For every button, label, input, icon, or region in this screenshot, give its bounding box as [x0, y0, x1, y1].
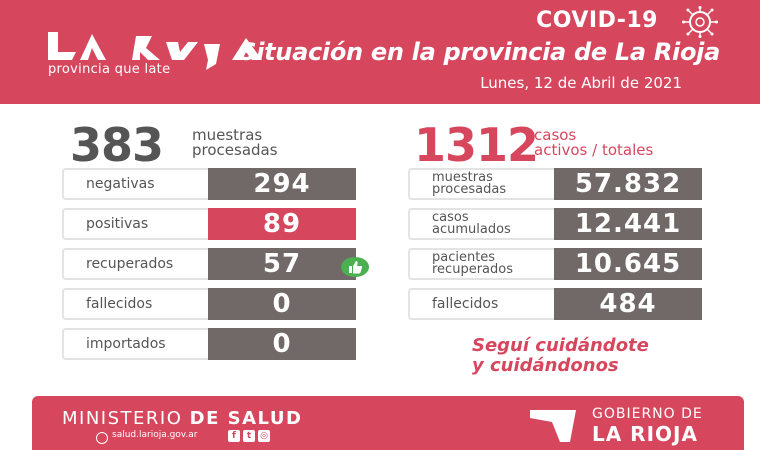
row-recuperados: recuperados 57	[62, 248, 356, 280]
row-value: 10.645	[554, 248, 702, 280]
total-samples-label-line1: muestras	[192, 126, 263, 144]
row-label: muestras procesadas	[432, 170, 507, 200]
gobierno-logo-icon	[530, 410, 576, 442]
row-value: 0	[208, 288, 356, 320]
row-label-line2: recuperados	[432, 262, 513, 277]
active-cases-label-line2: activos / totales	[534, 141, 654, 159]
row-value: 294	[208, 168, 356, 200]
la-rioja-logo	[48, 32, 262, 70]
row-label: casos acumulados	[432, 210, 511, 240]
report-date: Lunes, 12 de Abril de 2021	[480, 74, 682, 92]
ministry-title: MINISTERIO DE SALUD	[62, 408, 302, 429]
website-link[interactable]: salud.larioja.gov.ar	[112, 430, 198, 440]
row-label-line1: pacientes	[432, 250, 496, 265]
row-negativas: negativas 294	[62, 168, 356, 200]
active-cases-label-line1: casos	[534, 126, 577, 144]
total-samples-label: muestras procesadas	[192, 128, 278, 158]
total-samples-number: 383	[70, 118, 164, 172]
ministry-title-part2: DE SALUD	[189, 408, 303, 429]
footer-banner: MINISTERIO DE SALUD salud.larioja.gov.ar…	[32, 396, 744, 450]
headline: Situación en la provincia de La Rioja	[239, 38, 720, 66]
government-name: LA RIOJA	[592, 422, 698, 446]
row-positivas: positivas 89	[62, 208, 356, 240]
row-label-line1: muestras	[432, 170, 493, 185]
row-pacientes-recuperados: pacientes recuperados 10.645	[408, 248, 702, 280]
row-label: recuperados	[86, 256, 174, 272]
row-label: positivas	[86, 216, 149, 232]
row-label: importados	[86, 336, 166, 352]
row-fallecidos-total: fallecidos 484	[408, 288, 702, 320]
row-value: 12.441	[554, 208, 702, 240]
row-value: 484	[554, 288, 702, 320]
twitter-icon[interactable]: t	[243, 430, 255, 442]
facebook-icon[interactable]: f	[228, 430, 240, 442]
active-cases-label: casos activos / totales	[534, 128, 653, 158]
row-value: 57.832	[554, 168, 702, 200]
total-samples-label-line2: procesadas	[192, 141, 278, 159]
row-fallecidos: fallecidos 0	[62, 288, 356, 320]
social-icons: f t ◎	[228, 430, 270, 442]
row-value: 89	[208, 208, 356, 240]
globe-icon	[96, 432, 108, 444]
row-label: fallecidos	[432, 296, 499, 312]
ministry-title-part1: MINISTERIO	[62, 408, 183, 429]
slogan: Seguí cuidándote y cuidándonos	[472, 336, 649, 376]
row-label-line1: casos	[432, 210, 469, 225]
row-label: pacientes recuperados	[432, 250, 513, 280]
row-muestras-procesadas: muestras procesadas 57.832	[408, 168, 702, 200]
row-importados: importados 0	[62, 328, 356, 360]
row-casos-acumulados: casos acumulados 12.441	[408, 208, 702, 240]
row-label: negativas	[86, 176, 155, 192]
slogan-line2: y cuidándonos	[472, 355, 619, 376]
row-label: fallecidos	[86, 296, 153, 312]
logo-tagline: provincia que late	[48, 62, 171, 77]
header-banner: provincia que late COVID-19 Situación en…	[0, 0, 760, 104]
thumbs-up-icon	[341, 257, 369, 277]
row-label-line2: acumulados	[432, 222, 511, 237]
covid-title: COVID-19	[536, 8, 658, 33]
government-label: GOBIERNO DE	[592, 406, 703, 422]
row-value: 57	[208, 248, 356, 280]
instagram-icon[interactable]: ◎	[258, 430, 270, 442]
row-value: 0	[208, 328, 356, 360]
virus-icon	[682, 6, 718, 38]
row-label-line2: procesadas	[432, 182, 507, 197]
active-cases-number: 1312	[414, 118, 539, 172]
slogan-line1: Seguí cuidándote	[472, 335, 649, 356]
